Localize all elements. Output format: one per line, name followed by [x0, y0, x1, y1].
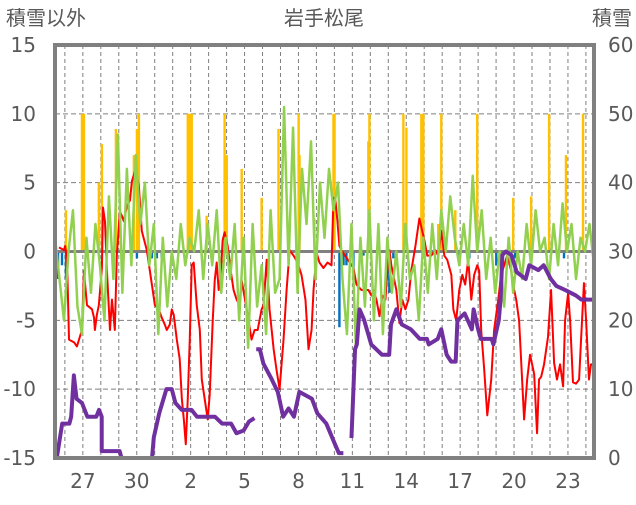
blue-bar [60, 251, 64, 266]
orange-bar [82, 113, 86, 252]
orange-bar [529, 196, 533, 252]
orange-bar [277, 128, 280, 252]
orange-bar [298, 155, 301, 252]
left-tick-label: 15 [11, 33, 36, 57]
blue-bar [513, 251, 517, 259]
orange-bar [97, 182, 101, 252]
snow-depth-line [349, 249, 593, 439]
right-axis-title: 積雪 [592, 6, 632, 30]
orange-bar [223, 113, 226, 252]
plot-frame [53, 43, 596, 460]
orange-bar [100, 144, 104, 252]
left-tick-label: 5 [23, 171, 36, 195]
snow-depth-line [54, 373, 256, 460]
green-series-line [53, 105, 596, 350]
left-tick-label: -15 [3, 446, 36, 470]
orange-bar [420, 113, 423, 252]
x-tick-label: 8 [292, 469, 305, 493]
blue-bar [495, 251, 498, 266]
x-tick-label: 14 [394, 469, 419, 493]
left-tick-label: 10 [11, 102, 36, 126]
blue-bar [338, 251, 341, 328]
orange-bar [476, 113, 479, 252]
right-tick-label: 0 [608, 446, 621, 470]
orange-bar [240, 168, 243, 252]
orange-bar [64, 210, 68, 252]
orange-bar [260, 197, 263, 252]
x-tick-label: 23 [555, 469, 580, 493]
orange-bar [422, 113, 425, 252]
blue-bar [135, 251, 139, 259]
blue-bar [562, 251, 566, 259]
right-tick-label: 40 [608, 171, 633, 195]
blue-bar [150, 251, 154, 259]
x-tick-label: 2 [184, 469, 197, 493]
right-tick-label: 30 [608, 240, 633, 264]
chart-title: 岩手松尾 [284, 6, 364, 30]
orange-bar [581, 113, 585, 252]
orange-bar [564, 155, 568, 252]
left-axis-title: 積雪以外 [6, 6, 86, 30]
blue-bar [155, 251, 159, 259]
orange-bar [440, 113, 443, 252]
orange-bar [547, 113, 551, 252]
orange-bar [405, 127, 408, 252]
x-tick-label: 20 [501, 469, 526, 493]
orange-bar [190, 113, 193, 252]
x-tick-label: 27 [70, 469, 95, 493]
x-tick-label: 11 [340, 469, 365, 493]
orange-bar [186, 113, 189, 252]
orange-bar [225, 155, 228, 252]
right-tick-label: 20 [608, 308, 633, 332]
blue-bar [392, 251, 395, 259]
orange-bar [511, 197, 515, 252]
x-tick-label: 17 [447, 469, 472, 493]
orange-bar [402, 113, 405, 252]
orange-bar [333, 113, 336, 252]
orange-bar [80, 113, 84, 252]
x-tick-label: 30 [124, 469, 149, 493]
left-tick-label: -10 [3, 377, 36, 401]
blue-bar [362, 251, 365, 256]
left-tick-label: 0 [23, 240, 36, 264]
x-tick-label: 5 [238, 469, 251, 493]
right-tick-label: 10 [608, 377, 633, 401]
right-tick-label: 60 [608, 33, 633, 57]
snow-depth-line [256, 347, 344, 456]
orange-bar [437, 223, 440, 252]
series-lines [53, 105, 596, 460]
blue-bar [342, 251, 345, 266]
orange-bar [454, 210, 457, 252]
blue-bar [64, 251, 68, 280]
left-tick-label: -5 [16, 308, 36, 332]
right-tick-label: 50 [608, 102, 633, 126]
orange-bar [368, 113, 371, 252]
orange-bar [188, 113, 191, 252]
